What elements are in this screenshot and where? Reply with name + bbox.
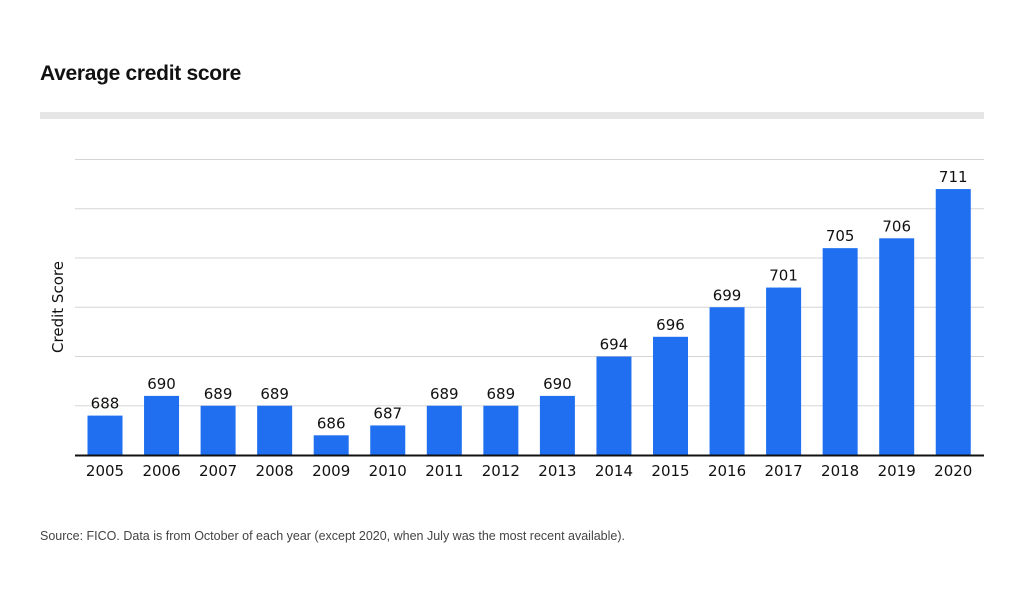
bar bbox=[257, 405, 293, 455]
data-label: 688 bbox=[91, 395, 120, 413]
data-label: 694 bbox=[600, 336, 629, 354]
x-tick-label: 2008 bbox=[256, 462, 294, 480]
x-tick-label: 2009 bbox=[312, 462, 350, 480]
x-tick-label: 2010 bbox=[369, 462, 407, 480]
bar bbox=[539, 395, 575, 455]
bar bbox=[935, 189, 971, 456]
data-label: 689 bbox=[260, 385, 289, 403]
x-tick-label: 2006 bbox=[142, 462, 180, 480]
x-tick-label: 2015 bbox=[651, 462, 689, 480]
x-tick-label: 2016 bbox=[708, 462, 746, 480]
chart-title: Average credit score bbox=[40, 62, 241, 85]
x-tick-label: 2012 bbox=[482, 462, 520, 480]
bar bbox=[766, 287, 802, 455]
bar bbox=[370, 425, 406, 455]
title-divider bbox=[40, 112, 984, 119]
data-label: 696 bbox=[656, 316, 685, 334]
x-tick-label: 2007 bbox=[199, 462, 237, 480]
x-tick-label: 2019 bbox=[878, 462, 916, 480]
data-label: 689 bbox=[430, 385, 459, 403]
data-labels: 688 690 689 689 686 687 689 689 690 694 696 699 701 7… bbox=[91, 168, 968, 432]
bar bbox=[144, 395, 180, 455]
bar bbox=[709, 307, 745, 455]
data-label: 689 bbox=[487, 385, 516, 403]
x-tick-label: 2018 bbox=[821, 462, 859, 480]
x-tick-label: 2011 bbox=[425, 462, 463, 480]
data-label: 689 bbox=[204, 385, 233, 403]
data-label: 690 bbox=[543, 375, 572, 393]
source-note: Source: FICO. Data is from October of ea… bbox=[40, 529, 625, 543]
y-axis-label: Credit Score bbox=[49, 261, 67, 353]
data-label: 699 bbox=[713, 286, 742, 304]
data-label: 701 bbox=[769, 267, 798, 285]
x-tick-label: 2013 bbox=[538, 462, 576, 480]
data-label: 706 bbox=[882, 217, 911, 235]
x-tick-label: 2017 bbox=[765, 462, 803, 480]
bar bbox=[426, 405, 462, 455]
bar bbox=[483, 405, 519, 455]
bar bbox=[822, 248, 858, 455]
bar bbox=[313, 435, 349, 455]
x-tick-label: 2005 bbox=[86, 462, 124, 480]
bar bbox=[200, 405, 236, 455]
x-tick-label: 2020 bbox=[934, 462, 972, 480]
data-label: 711 bbox=[939, 168, 968, 186]
data-label: 686 bbox=[317, 414, 346, 432]
x-tick-labels: 2005 2006 2007 2008 2009 2010 2011 2012 2013 2014… bbox=[86, 462, 972, 480]
bar bbox=[596, 356, 632, 455]
data-label: 690 bbox=[147, 375, 176, 393]
x-tick-label: 2014 bbox=[595, 462, 633, 480]
data-label: 705 bbox=[826, 227, 855, 245]
bar bbox=[653, 336, 688, 455]
bar bbox=[879, 238, 915, 455]
bars bbox=[87, 189, 971, 456]
bar bbox=[87, 415, 123, 455]
data-label: 687 bbox=[373, 404, 402, 422]
